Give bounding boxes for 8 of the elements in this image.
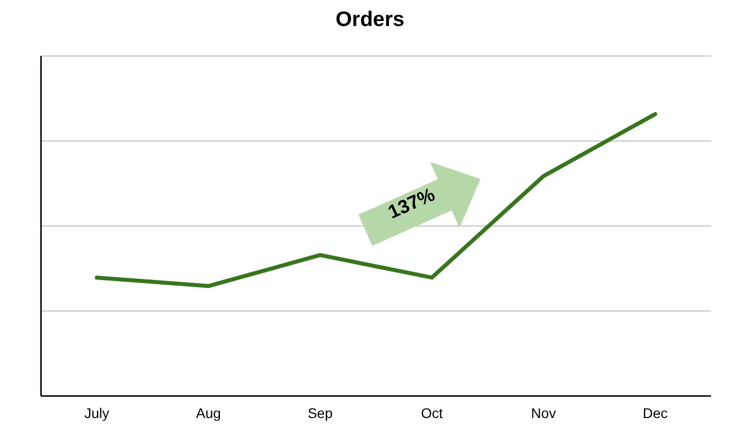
x-tick-label: Oct: [420, 405, 443, 421]
chart-title: Orders: [336, 8, 404, 31]
x-tick-label: Nov: [531, 405, 556, 421]
x-tick-label: Aug: [196, 405, 221, 421]
x-tick-label: July: [84, 405, 110, 421]
x-tick-label: Dec: [642, 405, 668, 421]
annotation: 137%: [385, 184, 438, 224]
x-tick-label: Sep: [308, 405, 333, 421]
